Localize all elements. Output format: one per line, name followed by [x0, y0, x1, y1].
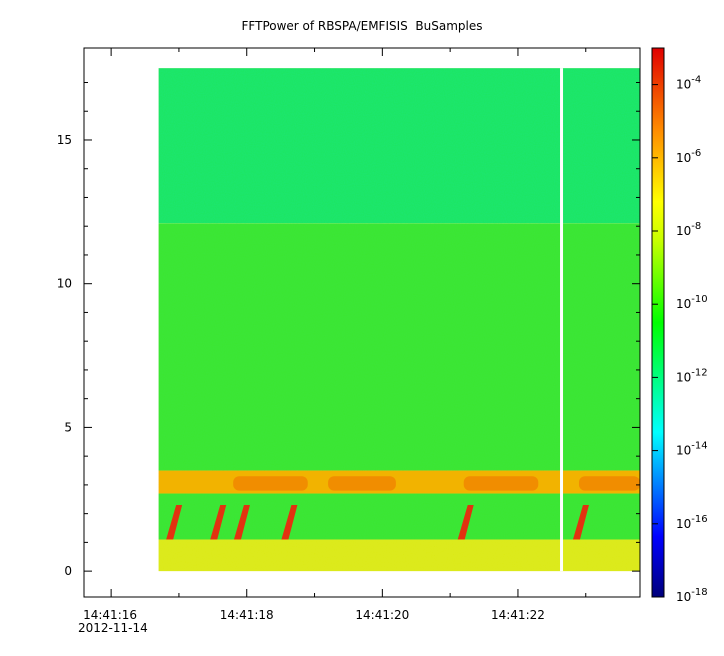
x-tick-label: 14:41:16 — [83, 608, 137, 622]
x-axis: 14:41:16 14:41:18 14:41:20 14:41:22 — [83, 48, 587, 622]
spectrogram-plot — [158, 68, 640, 572]
burst-mark — [457, 505, 474, 540]
colorbar-tick-label: 10-10 — [676, 294, 708, 311]
strong-band-streak — [463, 476, 539, 491]
upper-band — [158, 68, 640, 224]
colorbar — [651, 47, 665, 598]
colorbar-tick-exponent: -16 — [691, 514, 707, 525]
colorbar-tick-label: 10-14 — [676, 441, 708, 458]
mid-band — [158, 223, 640, 471]
colorbar-tick-label: 10-18 — [676, 587, 708, 604]
y-tick-label: 10 — [57, 277, 72, 291]
colorbar-tick-exponent: -10 — [691, 294, 707, 305]
colorbar-tick-exponent: -12 — [691, 367, 707, 378]
strong-band — [158, 470, 640, 494]
colorbar-tick-label: 10-12 — [676, 367, 708, 384]
strong-band-streak — [328, 476, 396, 491]
x-tick-label: 14:41:18 — [220, 608, 274, 622]
y-tick-label: 0 — [64, 564, 72, 578]
burst-mark — [281, 505, 298, 540]
low-band — [158, 539, 640, 572]
y-axis: 0 5 10 15 — [57, 81, 640, 578]
strong-band-streak — [233, 476, 308, 491]
burst-mark — [210, 505, 227, 540]
x-date-label: 2012-11-14 — [78, 621, 148, 635]
colorbar-tick-label: 10-8 — [676, 221, 701, 238]
strong-band-streak — [578, 476, 640, 491]
y-tick-label: 5 — [64, 420, 72, 434]
y-tick-label: 15 — [57, 133, 72, 147]
burst-mark — [166, 505, 183, 540]
colorbar-tick-label: 10-4 — [676, 75, 701, 92]
colorbar-tick-label: 10-6 — [676, 148, 701, 165]
burst-mark — [572, 505, 589, 540]
colorbar-tick-exponent: -6 — [691, 148, 701, 159]
data-gap — [560, 68, 564, 572]
colorbar-tick-exponent: -4 — [691, 75, 701, 86]
chart-title: FFTPower of RBSPA/EMFISIS BuSamples — [242, 19, 483, 33]
colorbar-tick-label: 10-16 — [676, 514, 708, 531]
colorbar-tick-exponent: -8 — [691, 221, 701, 232]
x-tick-label: 14:41:20 — [355, 608, 409, 622]
colorbar-tick-exponent: -14 — [691, 441, 707, 452]
x-tick-label: 14:41:22 — [491, 608, 545, 622]
plot-frame — [83, 47, 641, 598]
mid-low-band — [158, 493, 640, 540]
burst-mark — [233, 505, 250, 540]
colorbar-tick-exponent: -18 — [691, 587, 707, 598]
